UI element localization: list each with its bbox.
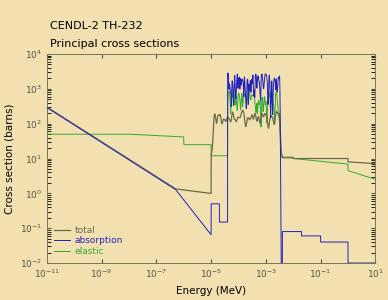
absorption <box>373 261 378 265</box>
elastic <box>243 94 248 98</box>
elastic <box>231 89 236 93</box>
elastic <box>352 171 356 174</box>
elastic <box>280 155 284 159</box>
absorption <box>225 71 230 75</box>
total <box>352 160 356 164</box>
elastic <box>45 132 49 136</box>
absorption <box>45 106 49 110</box>
Line: elastic: elastic <box>47 91 375 179</box>
Line: absorption: absorption <box>47 73 375 263</box>
elastic <box>200 143 204 146</box>
Text: CENDL-2 TH-232: CENDL-2 TH-232 <box>50 21 143 31</box>
elastic <box>126 132 131 136</box>
absorption <box>346 261 350 265</box>
X-axis label: Energy (MeV): Energy (MeV) <box>176 286 246 296</box>
Line: total: total <box>47 107 375 194</box>
total <box>280 154 284 158</box>
Legend: total, absorption, elastic: total, absorption, elastic <box>52 224 126 259</box>
absorption <box>280 261 284 265</box>
absorption <box>126 158 131 161</box>
total <box>373 162 378 165</box>
absorption <box>255 76 260 80</box>
elastic <box>373 178 378 181</box>
absorption <box>352 261 357 265</box>
elastic <box>255 108 260 112</box>
Y-axis label: Cross section (barns): Cross section (barns) <box>4 103 14 214</box>
absorption <box>200 222 204 225</box>
total <box>45 105 49 109</box>
total <box>200 190 204 194</box>
total <box>126 157 131 161</box>
total <box>243 124 248 128</box>
total <box>209 192 213 195</box>
absorption <box>243 93 248 97</box>
Text: Principal cross sections: Principal cross sections <box>50 39 180 49</box>
total <box>255 116 260 120</box>
